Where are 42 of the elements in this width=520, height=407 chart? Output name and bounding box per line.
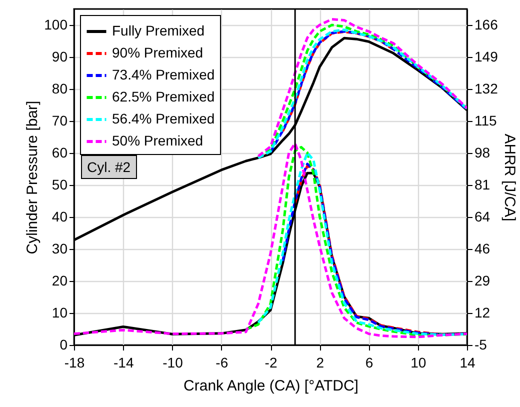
y-tick-label: 20 (52, 272, 68, 288)
y2-tick-label: 166 (474, 16, 498, 32)
y-tick-label: 100 (44, 16, 68, 32)
legend-label: Fully Premixed (112, 22, 205, 38)
y2-tick-label: 12 (474, 304, 490, 321)
line-series (282, 30, 395, 132)
y-tick-label: 60 (52, 144, 68, 160)
x-tick-label: 10 (410, 354, 426, 370)
y-axis-title: Cylinder Pressure [bar] (24, 100, 42, 254)
y-tick-label: 40 (52, 208, 68, 224)
y2-tick-label: 81 (474, 176, 490, 193)
x-tick-label: 14 (460, 354, 476, 370)
y2-tick-label: 29 (474, 272, 490, 288)
x-tick-label: -2 (264, 354, 278, 370)
x-tick-label: -6 (216, 354, 228, 370)
legend-label: 62.5% Premixed (112, 88, 215, 104)
legend-label: 56.4% Premixed (112, 110, 215, 126)
legend-label: 90% Premixed (112, 44, 204, 60)
x-tick-label: 2 (316, 354, 324, 370)
x-axis-title: Crank Angle (CA) [°ATDC] (184, 378, 358, 394)
y-tick-label: 30 (52, 240, 68, 256)
legend-label: 50% Premixed (112, 132, 204, 148)
y-tick-label: 50 (52, 176, 68, 192)
y-tick-label: 80 (52, 80, 68, 96)
y-tick-label: 10 (52, 304, 68, 320)
y2-tick-label: 149 (474, 48, 498, 64)
x-tick-label: -18 (64, 354, 85, 370)
y2-tick-label: -5 (474, 336, 488, 352)
y2-tick-label: 46 (474, 240, 490, 256)
y-tick-label: 0 (60, 336, 68, 352)
y2-tick-label: 115 (474, 112, 498, 128)
y2-tick-label: 132 (474, 80, 498, 97)
legend-label: 73.4% Premixed (112, 66, 215, 82)
y-tick-label: 90 (52, 48, 68, 64)
y2-axis-title: AHRR [J/CA] (500, 134, 518, 222)
annotation: Cyl. #2 (81, 155, 137, 179)
x-tick-label: -10 (162, 354, 184, 370)
x-tick-label: 6 (365, 354, 374, 370)
x-tick-label: -14 (114, 354, 134, 370)
y2-tick-label: 64 (474, 208, 490, 225)
y2-tick-label: 98 (474, 144, 490, 160)
y-tick-label: 70 (52, 112, 68, 128)
